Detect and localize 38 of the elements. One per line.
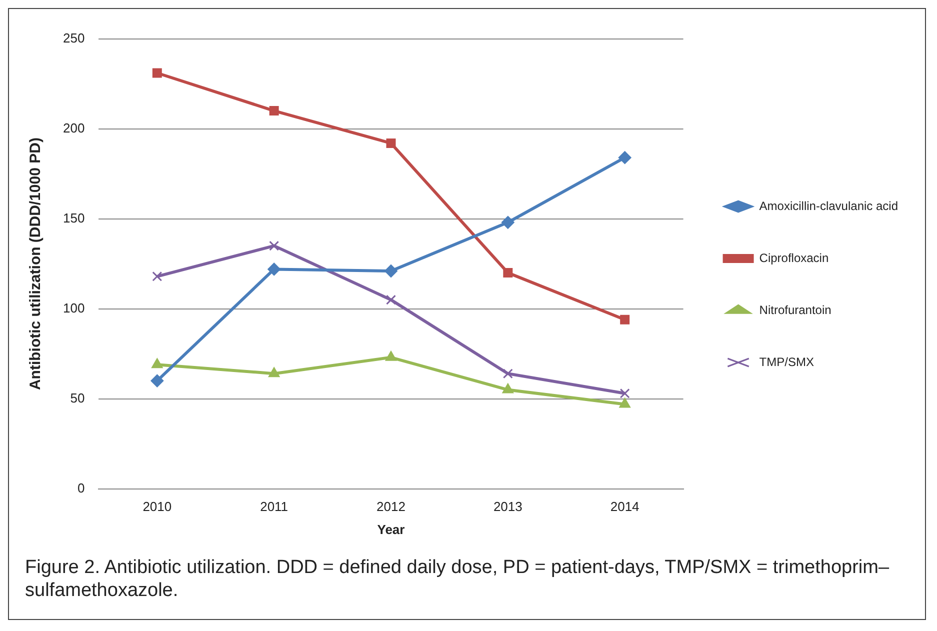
point bbox=[151, 358, 163, 368]
point bbox=[501, 216, 514, 229]
point bbox=[269, 240, 280, 251]
point bbox=[150, 374, 164, 388]
point bbox=[268, 262, 281, 276]
point bbox=[384, 264, 398, 278]
y-axis-title: Antibiotic utilization (DDD/1000 PD) bbox=[27, 138, 44, 390]
y-tick-label: 250 bbox=[62, 30, 85, 46]
point bbox=[620, 314, 630, 324]
point bbox=[152, 271, 162, 282]
y-tick-label: 50 bbox=[70, 390, 85, 406]
point bbox=[620, 388, 630, 398]
caption: Figure 2. Antibiotic utilization. DDD = defined daily dose, PD = patient-days, TMP/SMX = trimethoprim–sulfamethoxazole. bbox=[25, 557, 890, 603]
point bbox=[268, 367, 280, 378]
x-tick-label: 2010 bbox=[142, 499, 172, 514]
point bbox=[386, 294, 396, 305]
point bbox=[502, 368, 513, 379]
x-tick-label: 2011 bbox=[260, 499, 288, 514]
point bbox=[619, 398, 631, 408]
y-tick-label: 100 bbox=[62, 300, 85, 316]
point bbox=[152, 68, 162, 78]
x-tick-label: 2012 bbox=[376, 499, 406, 514]
x-axis-title: Year bbox=[377, 522, 405, 537]
legend-label: TMP/SMX bbox=[759, 354, 814, 369]
y-tick-label: 0 bbox=[77, 480, 85, 496]
y-tick-label: 150 bbox=[62, 210, 85, 226]
point bbox=[618, 151, 632, 164]
point bbox=[386, 138, 396, 148]
legend-label: Ciprofloxacin bbox=[759, 250, 829, 265]
legend-label: Amoxicillin-clavulanic acid bbox=[759, 198, 898, 213]
legend-label: Nitrofurantoin bbox=[759, 302, 832, 317]
point bbox=[385, 350, 397, 361]
x-tick-label: 2014 bbox=[610, 499, 640, 514]
x-tick-label: 2013 bbox=[493, 499, 522, 514]
y-tick-label: 200 bbox=[62, 120, 85, 136]
point bbox=[502, 383, 514, 394]
point bbox=[503, 268, 513, 278]
point bbox=[269, 106, 279, 116]
